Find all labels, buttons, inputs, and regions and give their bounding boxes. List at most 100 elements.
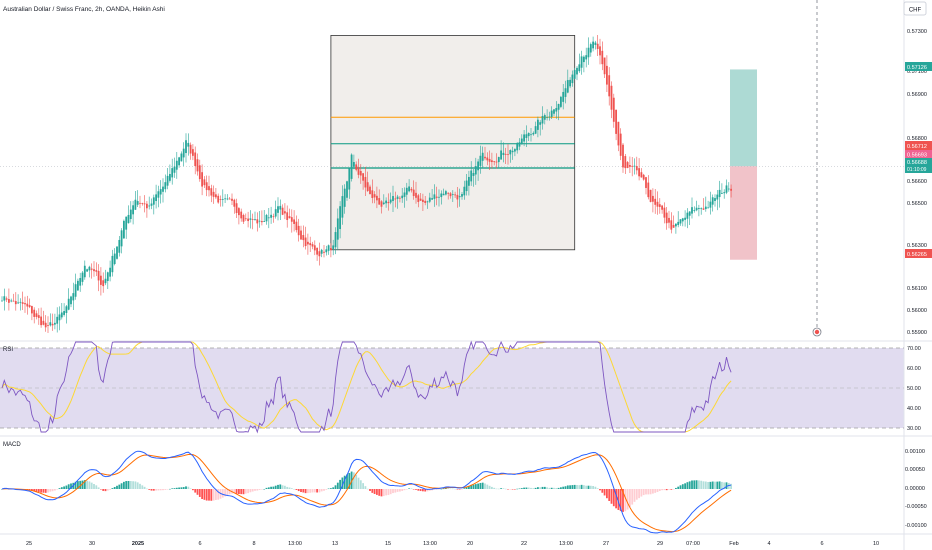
candle-body (288, 216, 291, 219)
candle-body (431, 198, 433, 200)
macd-histogram-bar (447, 488, 450, 489)
candle-body (24, 303, 26, 305)
candle-body (104, 278, 107, 284)
candle-body (26, 303, 29, 307)
macd-histogram-bar (70, 483, 72, 489)
currency-button[interactable] (903, 1, 927, 16)
candle-body (548, 116, 551, 118)
macd-histogram-bar (507, 489, 509, 490)
candle-body (334, 232, 337, 248)
candle-body (376, 195, 378, 201)
rsi-axis[interactable]: 70.00 60.00 50.00 40.00 30.00 (907, 346, 921, 432)
macd-histogram-bar (295, 489, 298, 490)
candle-body (125, 216, 128, 230)
candle-body (79, 278, 82, 286)
macd-histogram-bar (629, 489, 631, 508)
candle-body (412, 189, 415, 197)
macd-histogram-bar (307, 489, 309, 494)
price-pane[interactable] (0, 35, 904, 337)
macd-pane[interactable] (1, 450, 732, 534)
macd-histogram-bar (169, 488, 171, 490)
macd-histogram-bar (675, 487, 677, 489)
macd-axis[interactable]: 0.00100 0.00050 0.00000 -0.00050 -0.0010… (905, 449, 927, 529)
candle-body (721, 192, 723, 194)
macd-histogram-bar (192, 489, 194, 491)
price-axis[interactable]: 0.57300 0.57100 0.56900 0.56800 0.56600 … (907, 29, 927, 336)
macd-histogram-bar (382, 489, 385, 497)
candle-body (606, 65, 608, 85)
macd-histogram-bar (587, 485, 590, 489)
candle-body (456, 194, 459, 200)
candle-body (307, 241, 309, 245)
candle-body (106, 272, 109, 281)
candle-body (111, 255, 114, 273)
event-marker-dot (814, 329, 820, 335)
candle-body (465, 180, 468, 192)
candle-body (242, 215, 245, 222)
candle-body (359, 170, 362, 176)
candle-body (675, 223, 677, 227)
candle-body (645, 177, 647, 188)
rsi-ma-line (1, 341, 732, 433)
candle-body (194, 152, 197, 166)
macd-histogram-bar (221, 489, 224, 498)
candle-body (364, 176, 367, 188)
candle-body (725, 185, 728, 193)
candle-body (201, 172, 203, 187)
macd-histogram-bar (658, 489, 661, 492)
candle-body (718, 189, 721, 198)
macd-histogram-bar (355, 474, 358, 489)
macd-histogram-bar (40, 489, 42, 493)
macd-histogram-bar (403, 489, 406, 491)
macd-histogram-bar (166, 489, 169, 490)
rsi-pane[interactable] (1, 340, 732, 434)
rsi-tick: 30.00 (907, 426, 921, 432)
candle-body (187, 142, 190, 147)
candle-body (5, 298, 8, 300)
macd-histogram-bar (274, 485, 277, 489)
macd-histogram-bar (566, 485, 569, 489)
candle-body (254, 219, 256, 220)
macd-histogram-bar (143, 486, 146, 489)
candle-body (677, 221, 680, 226)
macd-histogram-bar (116, 485, 118, 489)
candle-body (235, 203, 238, 214)
candle-body (704, 206, 707, 210)
candle-body (622, 144, 624, 168)
macd-histogram-bar (695, 480, 698, 489)
candle-body (210, 188, 213, 196)
macd-histogram-bar (640, 489, 643, 497)
macd-tick: 0.00050 (905, 467, 925, 473)
macd-histogram-bar (691, 480, 693, 489)
candle-body (488, 158, 491, 162)
macd-histogram-bar (325, 489, 328, 490)
macd-histogram-bar (65, 485, 68, 489)
macd-histogram-bar (106, 489, 109, 491)
candle-body (244, 218, 247, 220)
macd-tick: -0.00100 (905, 523, 927, 529)
candle-body (615, 109, 617, 134)
macd-histogram-bar (619, 489, 622, 512)
macd-histogram-bar (267, 487, 270, 489)
candle-body (410, 188, 413, 191)
currency-button-label[interactable]: CHF (909, 8, 922, 14)
candle-body (564, 88, 567, 97)
macd-histogram-bar (633, 489, 636, 502)
macd-histogram-bar (410, 488, 413, 489)
candle-body (150, 203, 153, 206)
macd-histogram-bar (615, 489, 617, 509)
candle-body (665, 212, 668, 224)
macd-histogram-bar (217, 489, 220, 500)
time-axis[interactable]: 25 30 2025 6 8 13:00 13 15 13:00 20 22 1… (26, 541, 879, 547)
macd-histogram-bar (359, 480, 362, 489)
macd-histogram-bar (532, 488, 535, 489)
candle-body (155, 194, 157, 202)
macd-histogram-bar (550, 487, 553, 489)
candle-body (233, 199, 236, 207)
candle-body (60, 312, 63, 318)
macd-histogram-bar (500, 488, 502, 489)
macd-histogram-bar (240, 489, 243, 495)
macd-histogram-bar (470, 484, 473, 489)
macd-histogram-bar (343, 475, 346, 489)
